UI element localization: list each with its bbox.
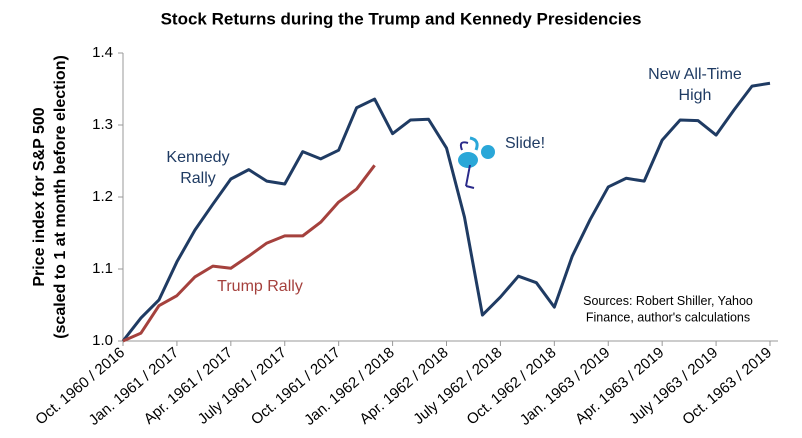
y-tick-label: 1.1: [92, 260, 113, 277]
y-axis-label-line: (scaled to 1 at month before election): [52, 55, 69, 339]
y-tick-label: 1.0: [92, 332, 113, 349]
annotation: New All-Time High: [648, 66, 742, 104]
y-tick-label: 1.2: [92, 188, 113, 205]
annotation-line: Kennedy: [166, 149, 229, 166]
annotation: Sources: Robert Shiller, Yahoo Finance, a…: [583, 294, 753, 324]
annotation-line: Finance, author's calculations: [586, 311, 750, 325]
x-tick-label: Oct. 1960 / 2016: [32, 344, 128, 428]
annotation: Trump Rally: [217, 278, 303, 295]
series-line: [121, 81, 771, 342]
slide-icon: [458, 136, 495, 189]
y-tick-label: 1.3: [92, 116, 113, 133]
y-axis-label: Price index for S&P 500 (scaled to 1 at m…: [31, 55, 69, 339]
x-tick-label: Jan. 1961 / 2017: [85, 344, 182, 429]
series-line: [122, 164, 376, 343]
x-tick-label: Jan. 1962 / 2018: [301, 344, 398, 429]
y-axis-label-line: Price index for S&P 500: [31, 107, 48, 286]
annotation-line: High: [679, 87, 712, 104]
annotation-line: New All-Time: [648, 66, 742, 83]
annotation: Slide!: [505, 135, 545, 152]
annotation-line: Trump Rally: [217, 278, 303, 295]
x-tick-label: Oct. 1963 / 2019: [679, 344, 775, 428]
x-tick-label: Jan. 1963 / 2019: [517, 344, 614, 429]
annotation-line: Slide!: [505, 135, 545, 152]
annotation-line: Sources: Robert Shiller, Yahoo: [583, 294, 753, 308]
chart-title: Stock Returns during the Trump and Kenne…: [161, 9, 642, 28]
annotation-line: Rally: [180, 170, 216, 187]
annotation: Kennedy Rally: [166, 149, 229, 187]
x-tick-label: Oct. 1962 / 2018: [464, 344, 560, 428]
x-tick-label: Oct. 1961 / 2017: [248, 344, 344, 428]
y-tick-label: 1.4: [92, 44, 113, 61]
